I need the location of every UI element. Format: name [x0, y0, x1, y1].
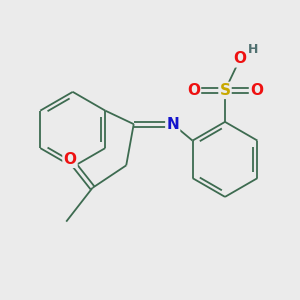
Text: O: O [187, 83, 200, 98]
Text: O: O [233, 51, 247, 66]
Text: N: N [167, 117, 179, 132]
Text: O: O [250, 83, 263, 98]
Text: S: S [220, 83, 230, 98]
Text: O: O [64, 152, 76, 167]
Text: H: H [248, 44, 259, 56]
